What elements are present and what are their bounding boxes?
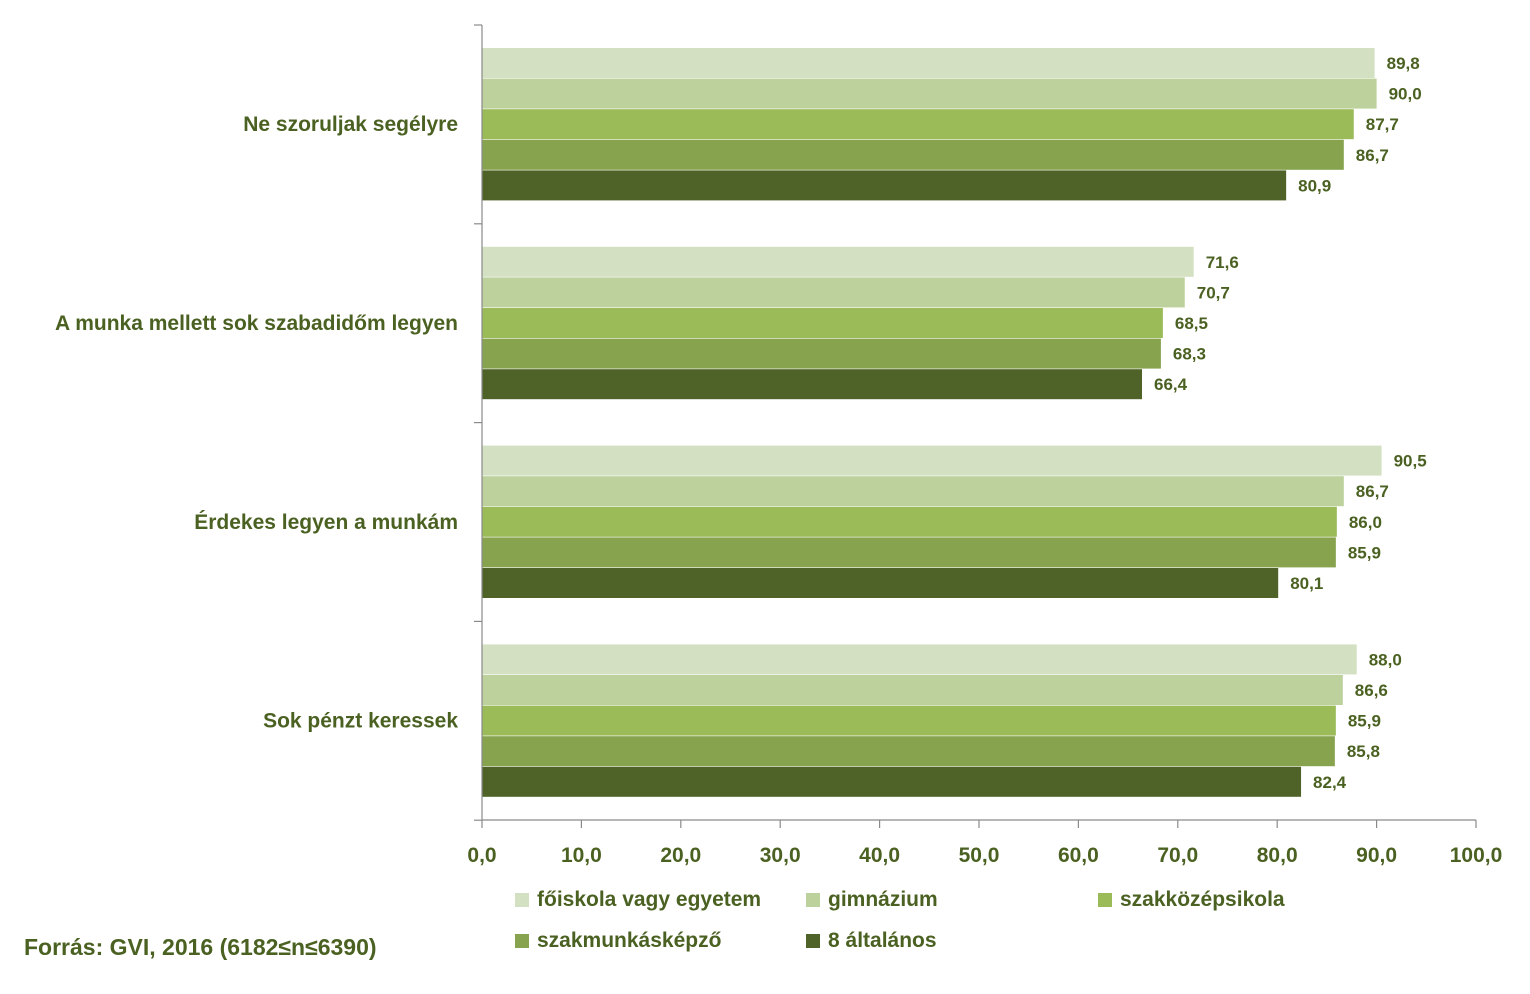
data-label: 86,6 <box>1355 681 1388 700</box>
category-label: Érdekes legyen a munkám <box>194 511 458 534</box>
legend-swatch <box>806 893 820 907</box>
bar <box>482 277 1185 308</box>
bar <box>482 48 1375 78</box>
data-label: 87,7 <box>1366 115 1399 134</box>
category-label: Ne szoruljak segélyre <box>243 113 458 136</box>
bar <box>482 537 1336 568</box>
bar <box>482 705 1336 736</box>
x-tick-label: 50,0 <box>959 844 1000 867</box>
bar <box>482 170 1287 201</box>
legend-label: szakközépsikola <box>1120 888 1285 911</box>
x-tick-label: 40,0 <box>859 844 900 867</box>
data-label: 89,8 <box>1387 54 1420 73</box>
bar <box>482 568 1279 598</box>
legend-swatch <box>515 934 529 948</box>
x-tick-label: 0,0 <box>467 844 496 867</box>
data-label: 66,4 <box>1154 375 1188 394</box>
legend-item: 8 általános <box>806 929 937 953</box>
data-label: 86,0 <box>1349 513 1382 532</box>
data-label: 85,8 <box>1347 742 1380 761</box>
legend-swatch <box>1098 893 1112 907</box>
legend-item: szakközépsikola <box>1098 888 1285 912</box>
bar <box>482 766 1302 797</box>
data-label: 71,6 <box>1206 253 1239 272</box>
category-label: A munka mellett sok szabadidőm legyen <box>55 312 458 335</box>
bar <box>482 109 1354 140</box>
x-tick-label: 80,0 <box>1257 844 1298 867</box>
data-label: 80,1 <box>1290 574 1323 593</box>
x-tick-label: 30,0 <box>760 844 801 867</box>
bar <box>482 644 1357 675</box>
data-label: 86,7 <box>1356 146 1389 165</box>
x-tick-label: 10,0 <box>561 844 602 867</box>
x-tick-label: 90,0 <box>1356 844 1397 867</box>
legend-label: gimnázium <box>828 888 938 911</box>
legend-item: szakmunkásképző <box>515 929 721 953</box>
data-label: 80,9 <box>1298 176 1331 195</box>
bar <box>482 369 1143 400</box>
data-label: 88,0 <box>1369 650 1402 669</box>
bar <box>482 246 1194 277</box>
data-label: 68,5 <box>1175 314 1208 333</box>
bar <box>482 675 1343 705</box>
legend-swatch <box>806 934 820 948</box>
data-label: 90,5 <box>1394 452 1427 471</box>
legend-swatch <box>515 893 529 907</box>
bar <box>482 139 1344 170</box>
legend-item: gimnázium <box>806 888 938 912</box>
bar <box>482 78 1377 109</box>
legend-item: főiskola vagy egyetem <box>515 888 761 912</box>
data-label: 86,7 <box>1356 482 1389 501</box>
bar <box>482 506 1337 537</box>
bar <box>482 308 1163 338</box>
x-tick-label: 100,0 <box>1450 844 1503 867</box>
data-label: 85,9 <box>1348 543 1381 562</box>
data-label: 70,7 <box>1197 283 1230 302</box>
legend-label: főiskola vagy egyetem <box>537 888 762 911</box>
data-label: 82,4 <box>1313 773 1347 792</box>
x-tick-label: 60,0 <box>1058 844 1099 867</box>
data-label: 68,3 <box>1173 345 1206 364</box>
bar <box>482 338 1161 369</box>
bar <box>482 476 1344 507</box>
data-label: 90,0 <box>1389 85 1422 104</box>
legend-label: szakmunkásképző <box>537 929 722 952</box>
category-label: Sok pénzt keressek <box>263 710 458 733</box>
bar <box>482 736 1335 767</box>
x-tick-label: 20,0 <box>660 844 701 867</box>
bar <box>482 445 1382 476</box>
legend-label: 8 általános <box>828 929 937 952</box>
x-tick-label: 70,0 <box>1157 844 1198 867</box>
source-note: Forrás: GVI, 2016 (6182≤n≤6390) <box>24 934 377 960</box>
data-label: 85,9 <box>1348 712 1381 731</box>
